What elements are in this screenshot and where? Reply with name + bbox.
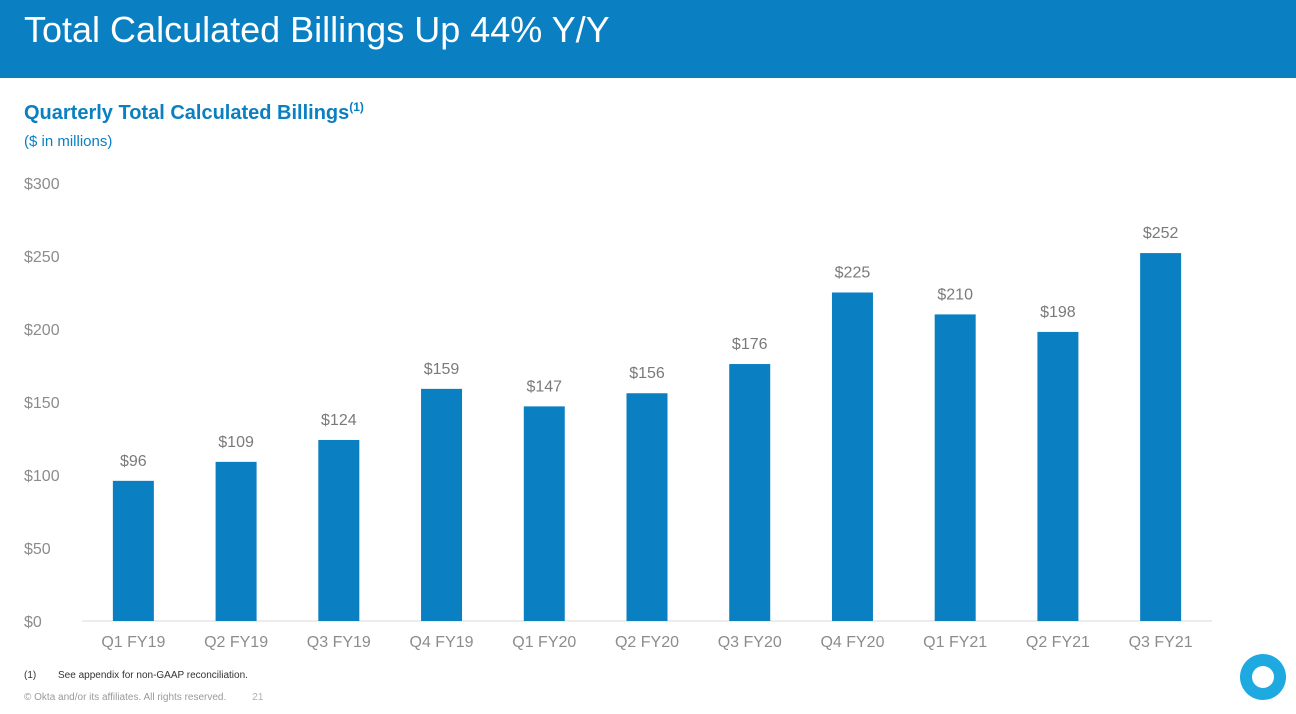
data-label: $147 bbox=[526, 378, 562, 395]
bar bbox=[421, 388, 463, 621]
y-tick-label: $250 bbox=[24, 249, 60, 266]
bar bbox=[1037, 331, 1079, 621]
copyright-line: © Okta and/or its affiliates. All rights… bbox=[24, 692, 263, 703]
bars bbox=[112, 253, 1182, 621]
slide-header: Total Calculated Billings Up 44% Y/Y bbox=[0, 0, 1296, 78]
x-tick-label: Q1 FY19 bbox=[101, 634, 165, 651]
x-tick-label: Q3 FY19 bbox=[307, 634, 371, 651]
chart-units: ($ in millions) bbox=[24, 133, 113, 150]
page-number: 21 bbox=[252, 692, 264, 703]
x-tick-label: Q2 FY20 bbox=[615, 634, 679, 651]
data-label: $96 bbox=[120, 453, 147, 470]
y-tick-label: $100 bbox=[24, 468, 60, 485]
data-label: $225 bbox=[835, 265, 871, 282]
y-tick-label: $0 bbox=[24, 614, 42, 631]
chart-title-text: Quarterly Total Calculated Billings bbox=[24, 102, 350, 124]
data-label: $198 bbox=[1040, 304, 1076, 321]
x-tick-label: Q3 FY21 bbox=[1129, 634, 1193, 651]
bar bbox=[831, 292, 873, 621]
bar bbox=[112, 480, 154, 621]
slide-title: Total Calculated Billings Up 44% Y/Y bbox=[24, 9, 610, 50]
bar bbox=[729, 364, 771, 621]
y-tick-label: $150 bbox=[24, 395, 60, 412]
data-label: $210 bbox=[937, 286, 973, 303]
footnote-number: (1) bbox=[24, 670, 37, 681]
y-tick-label: $50 bbox=[24, 541, 51, 558]
okta-logo-icon bbox=[1240, 654, 1286, 700]
bar bbox=[215, 461, 257, 621]
x-tick-label: Q4 FY19 bbox=[410, 634, 474, 651]
data-label: $252 bbox=[1143, 225, 1179, 242]
data-label: $156 bbox=[629, 365, 665, 382]
bar bbox=[934, 314, 976, 621]
x-tick-label: Q4 FY20 bbox=[820, 634, 884, 651]
bar bbox=[1140, 253, 1182, 621]
footnote-text: See appendix for non-GAAP reconciliation… bbox=[58, 670, 248, 681]
x-tick-label: Q1 FY21 bbox=[923, 634, 987, 651]
footnote: (1) See appendix for non-GAAP reconciliat… bbox=[24, 670, 248, 681]
bar bbox=[523, 406, 565, 621]
x-axis: Q1 FY19 Q2 FY19 Q3 FY19 Q4 FY19 Q1 FY20 Q2 FY… bbox=[101, 634, 1192, 651]
chart-title: Quarterly Total Calculated Billings(1) bbox=[24, 100, 364, 125]
x-tick-label: Q2 FY19 bbox=[204, 634, 268, 651]
data-label: $159 bbox=[424, 361, 460, 378]
bar bbox=[626, 393, 668, 621]
y-tick-label: $200 bbox=[24, 322, 60, 339]
y-axis: $0 $50 $100 $150 $200 $250 $300 bbox=[24, 176, 60, 631]
data-label: $124 bbox=[321, 412, 357, 429]
bar bbox=[318, 439, 360, 621]
data-labels: $96 $109 $124 $159 $147 $156 $176 $225 $210 $198 $… bbox=[120, 225, 1179, 470]
y-tick-label: $300 bbox=[24, 176, 60, 193]
x-tick-label: Q1 FY20 bbox=[512, 634, 576, 651]
x-tick-label: Q3 FY20 bbox=[718, 634, 782, 651]
chart-title-footnote-ref: (1) bbox=[349, 100, 364, 114]
data-label: $109 bbox=[218, 434, 254, 451]
data-label: $176 bbox=[732, 336, 768, 353]
x-tick-label: Q2 FY21 bbox=[1026, 634, 1090, 651]
copyright-text: © Okta and/or its affiliates. All rights… bbox=[24, 692, 227, 703]
